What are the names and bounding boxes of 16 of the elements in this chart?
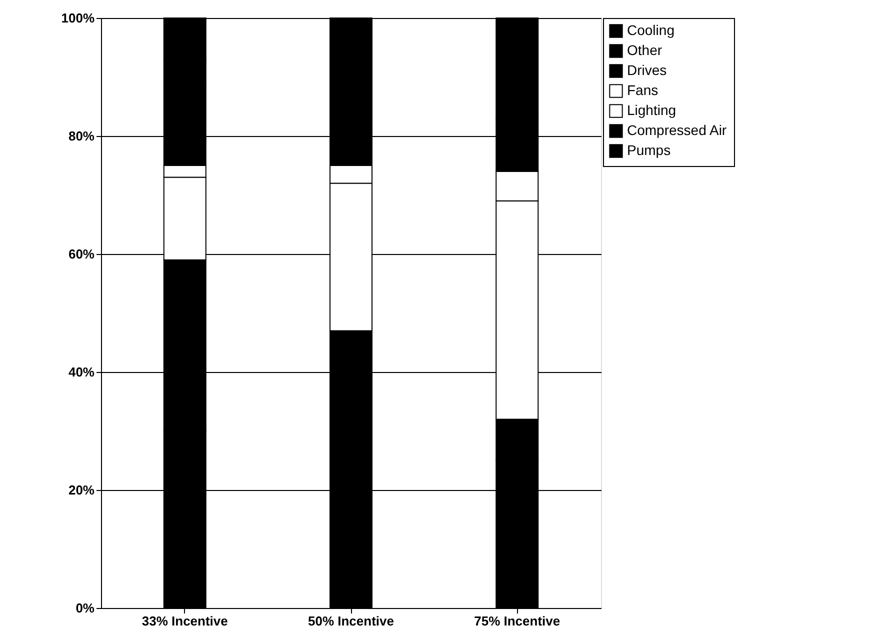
legend-label: Fans [627, 82, 658, 98]
legend-label: Compressed Air [627, 122, 727, 138]
legend-label: Cooling [627, 22, 674, 38]
y-tick-label: 40% [68, 364, 95, 380]
y-tick-label: 100% [61, 10, 95, 26]
y-tick-label: 80% [68, 128, 95, 144]
y-tick-label: 20% [68, 482, 95, 498]
legend-label: Lighting [627, 102, 676, 118]
legend-label: Other [627, 42, 662, 58]
y-tick-label: 0% [76, 600, 95, 616]
x-tick-label: 50% Incentive [308, 614, 394, 628]
x-tick-label: 75% Incentive [474, 614, 560, 628]
x-tick-label: 33% Incentive [142, 614, 228, 628]
y-tick-label: 60% [68, 246, 95, 262]
legend-label: Pumps [627, 142, 671, 158]
legend-label: Drives [627, 62, 667, 78]
